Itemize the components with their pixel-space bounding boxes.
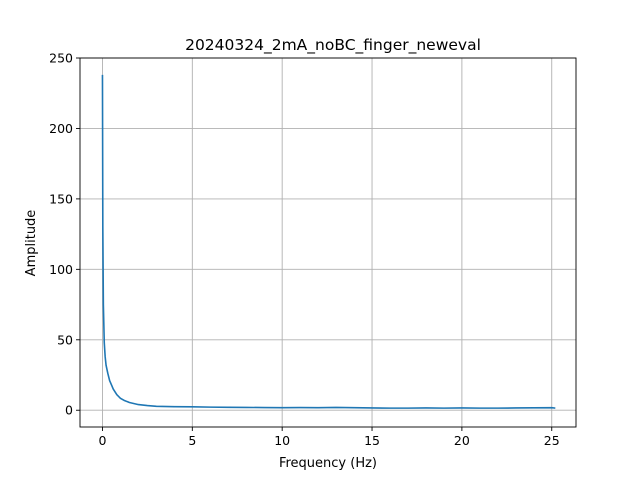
y-axis-label: Amplitude	[24, 210, 39, 277]
y-tick-label: 50	[57, 332, 73, 347]
x-tick-label: 10	[274, 433, 290, 448]
y-tick-label: 200	[49, 121, 73, 136]
y-tick-label: 150	[49, 191, 73, 206]
axes-frame	[79, 57, 577, 428]
x-tick-label: 20	[454, 433, 470, 448]
series-group	[101, 74, 556, 409]
x-tick-label: 5	[188, 433, 196, 448]
x-ticks: 0 5 10 15 20 25	[98, 427, 560, 448]
chart-title: 20240324_2mA_noBC_finger_neweval	[185, 36, 481, 55]
y-tick-label: 250	[49, 51, 73, 66]
x-tick-label: 15	[364, 433, 380, 448]
y-tick-label: 0	[65, 403, 73, 418]
x-tick-label: 0	[98, 433, 106, 448]
grid	[80, 57, 576, 427]
y-ticks: 0 50 100 150 200 250	[49, 51, 80, 418]
series-line	[101, 74, 556, 409]
x-axis-label: Frequency (Hz)	[279, 456, 377, 471]
x-tick-label: 25	[544, 433, 560, 448]
y-tick-label: 100	[49, 262, 73, 277]
